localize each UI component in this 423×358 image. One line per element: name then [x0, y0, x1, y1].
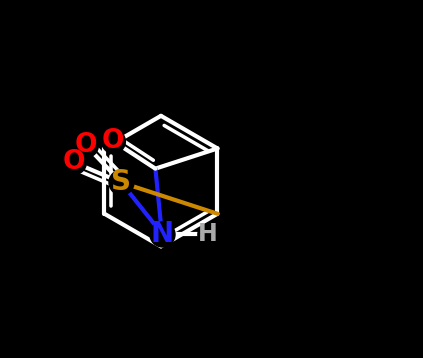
Text: S: S [111, 169, 131, 197]
Text: O: O [63, 149, 85, 175]
Text: O: O [102, 128, 124, 154]
Text: H: H [198, 222, 218, 246]
Text: N: N [150, 219, 173, 248]
Text: O: O [74, 132, 97, 158]
